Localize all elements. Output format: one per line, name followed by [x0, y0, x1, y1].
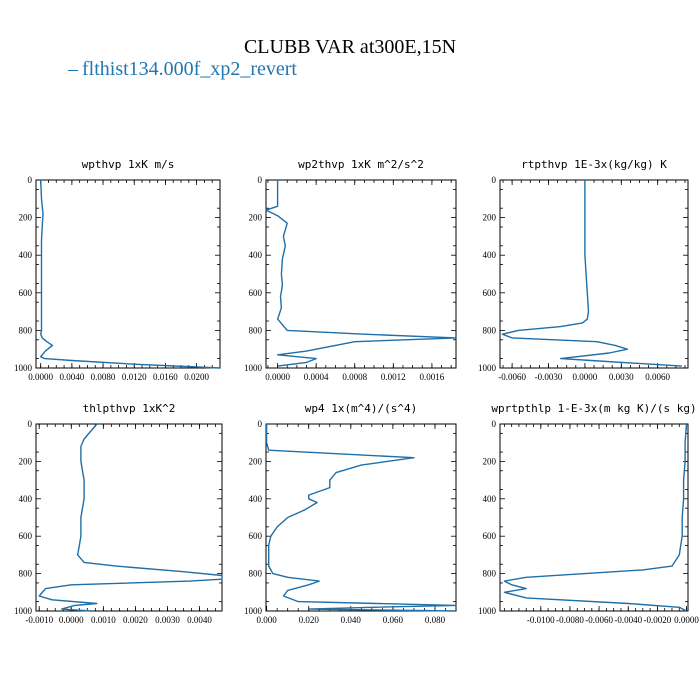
panel-6-xtick-label: -0.0040 [614, 615, 642, 625]
panel-4-series-line [38, 423, 223, 612]
panel-4-xtick-label: 0.0040 [187, 615, 212, 625]
panel-5-ytick-label: 800 [249, 569, 263, 579]
panel-6-xtick-label: -0.0100 [527, 615, 555, 625]
panel-6-xtick-label: -0.0020 [644, 615, 672, 625]
panel-3-xtick-label: -0.0060 [498, 372, 526, 382]
panel-3-xtick-label: 0.0030 [609, 372, 634, 382]
panel-1-xtick-label: 0.0120 [122, 372, 147, 382]
panel-4-title: thlpthvp 1xK^2 [83, 402, 176, 415]
panel-3-title: rtpthvp 1E-3x(kg/kg) K [521, 158, 667, 171]
panel-3-xtick-label: -0.0030 [535, 372, 563, 382]
panel-6-ytick-label: 200 [483, 456, 497, 466]
panel-6-xtick-label: -0.0080 [556, 615, 584, 625]
panel-6-ytick-label: 800 [483, 569, 497, 579]
panel-1-xtick-label: 0.0200 [184, 372, 209, 382]
panel-6-xtick-label: -0.0060 [585, 615, 613, 625]
panel-2-xtick-label: 0.0016 [420, 372, 445, 382]
panel-5-ytick-label: 0 [258, 419, 263, 429]
panel-6-ytick-label: 600 [483, 531, 497, 541]
panel-1-ytick-label: 600 [19, 288, 33, 298]
panel-1-ytick-label: 200 [19, 213, 33, 223]
panel-5-ytick-label: 200 [249, 456, 263, 466]
panel-5-series-line [265, 424, 457, 612]
panel-1-series-line [40, 179, 221, 369]
legend-label: flthist134.000f_xp2_revert [82, 58, 297, 80]
legend-line-icon: – [68, 58, 78, 80]
panel-3-ytick-label: 200 [483, 213, 497, 223]
panel-4-xtick-label: -0.0010 [25, 615, 53, 625]
panel-1-ytick-label: 400 [19, 250, 33, 260]
panel-2-ytick-label: 400 [249, 250, 263, 260]
panel-3-frame [499, 179, 689, 369]
panel-4-ytick-label: 1000 [14, 606, 33, 616]
panel-4-xtick-label: 0.0020 [123, 615, 148, 625]
panel-2-xtick-label: 0.0000 [265, 372, 290, 382]
panel-1-ytick-label: 1000 [14, 363, 33, 373]
panel-1-frame [35, 179, 221, 369]
panel-3-xtick-label: 0.0000 [573, 372, 598, 382]
panel-2-xtick-label: 0.0008 [342, 372, 367, 382]
figure-title: CLUBB VAR at300E,15N [243, 36, 457, 58]
panel-4-xtick-label: 0.0030 [155, 615, 180, 625]
panel-3-ytick-label: 1000 [478, 363, 497, 373]
panel-6-ytick-label: 1000 [478, 606, 497, 616]
panel-3-ytick-label: 400 [483, 250, 497, 260]
panel-5-xtick-label: 0.020 [299, 615, 320, 625]
panel-1-xtick-label: 0.0040 [59, 372, 84, 382]
panel-6-series-line [503, 423, 688, 612]
panel-2-xtick-label: 0.0012 [381, 372, 406, 382]
legend: – flthist134.000f_xp2_revert [68, 58, 297, 81]
panel-3-xtick-label: 0.0060 [645, 372, 670, 382]
panel-5-ytick-label: 1000 [244, 606, 263, 616]
panel-2-xtick-label: 0.0004 [304, 372, 329, 382]
panel-1-xtick-label: 0.0160 [153, 372, 178, 382]
panel-2-ytick-label: 1000 [244, 363, 263, 373]
panel-2-frame [265, 179, 457, 369]
panel-6-ytick-label: 0 [492, 419, 497, 429]
panel-5-xtick-label: 0.060 [383, 615, 404, 625]
panel-4-xtick-label: 0.0000 [59, 615, 84, 625]
panel-6-frame [499, 423, 689, 612]
panel-6-ytick-label: 400 [483, 494, 497, 504]
panel-4-ytick-label: 400 [19, 494, 33, 504]
panel-1-ytick-label: 800 [19, 325, 33, 335]
panel-2-title: wp2thvp 1xK m^2/s^2 [298, 158, 424, 171]
panel-4-ytick-label: 600 [19, 531, 33, 541]
panel-6-xtick-label: 0.0000 [674, 615, 699, 625]
panel-4-ytick-label: 200 [19, 456, 33, 466]
panel-5-title: wp4 1x(m^4)/(s^4) [305, 402, 418, 415]
panel-5-ytick-label: 600 [249, 531, 263, 541]
panel-2-ytick-label: 600 [249, 288, 263, 298]
panel-3-series-line [501, 180, 682, 367]
panel-2-ytick-label: 800 [249, 325, 263, 335]
panel-4-ytick-label: 800 [19, 569, 33, 579]
panel-1-ytick-label: 0 [28, 175, 33, 185]
panel-4-frame [35, 423, 223, 612]
panel-1-title: wpthvp 1xK m/s [82, 158, 175, 171]
panel-3-ytick-label: 0 [492, 175, 497, 185]
panel-5-xtick-label: 0.000 [257, 615, 278, 625]
panel-3-ytick-label: 600 [483, 288, 497, 298]
panel-6-title: wprtpthlp 1-E-3x(m kg K)/(s kg) [491, 402, 696, 415]
panel-5-xtick-label: 0.080 [425, 615, 446, 625]
panel-1-xtick-label: 0.0080 [91, 372, 116, 382]
panel-2-series-line [265, 180, 457, 367]
panel-3-ytick-label: 800 [483, 325, 497, 335]
panel-2-ytick-label: 0 [258, 175, 263, 185]
panel-4-xtick-label: 0.0010 [91, 615, 116, 625]
panel-4-ytick-label: 0 [28, 419, 33, 429]
panel-5-xtick-label: 0.040 [341, 615, 362, 625]
panel-5-ytick-label: 400 [249, 494, 263, 504]
panel-2-ytick-label: 200 [249, 213, 263, 223]
panel-1-xtick-label: 0.0000 [28, 372, 53, 382]
